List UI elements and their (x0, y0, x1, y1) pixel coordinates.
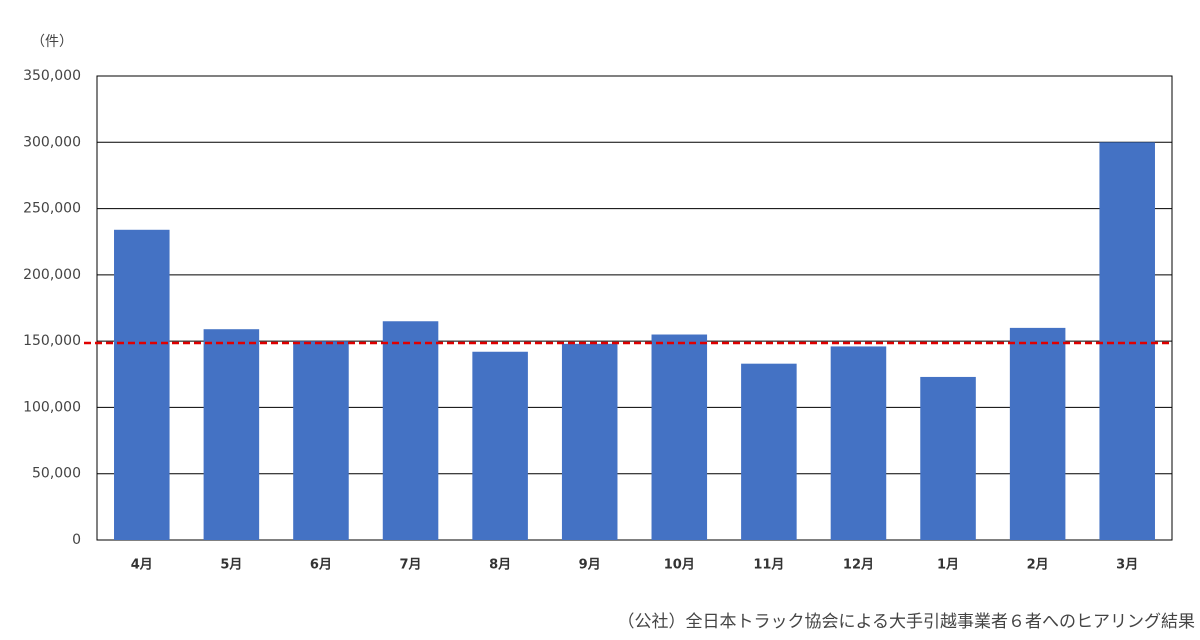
bar (920, 376, 976, 540)
x-tick-label: 4月 (131, 558, 153, 573)
y-tick-label: 300,000 (23, 134, 81, 150)
bar (741, 363, 797, 540)
x-tick-label: 2月 (1027, 558, 1049, 573)
y-unit-label: （件） (31, 34, 73, 50)
bar (472, 351, 528, 540)
x-tick-label: 1月 (937, 558, 959, 573)
y-tick-label: 150,000 (23, 333, 81, 349)
x-tick-label: 8月 (489, 558, 511, 573)
x-tick-label: 3月 (1116, 558, 1138, 573)
bar (203, 329, 260, 540)
bar (830, 346, 887, 540)
x-tick-label: 5月 (220, 558, 242, 573)
x-tick-label: 12月 (843, 558, 874, 573)
bar (1009, 327, 1066, 540)
y-tick-label: 100,000 (23, 399, 81, 415)
y-tick-label: 50,000 (32, 466, 81, 482)
bar (1099, 142, 1155, 541)
y-tick-label: 200,000 (23, 267, 81, 283)
y-tick-label: 0 (72, 532, 81, 548)
bar (382, 321, 439, 540)
y-tick-label: 250,000 (23, 201, 81, 217)
y-tick-label: 350,000 (23, 68, 81, 84)
x-tick-label: 6月 (310, 558, 332, 573)
bar (293, 341, 349, 540)
source-note: （公社）全日本トラック協会による大手引越事業者６者へのヒアリング結果 (618, 612, 1196, 632)
bar (114, 229, 170, 541)
x-tick-label: 10月 (664, 558, 695, 573)
bar (561, 343, 618, 540)
x-tick-label: 11月 (753, 558, 784, 573)
bar (651, 334, 708, 540)
x-tick-label: 9月 (579, 558, 601, 573)
x-tick-label: 7月 (400, 558, 422, 573)
